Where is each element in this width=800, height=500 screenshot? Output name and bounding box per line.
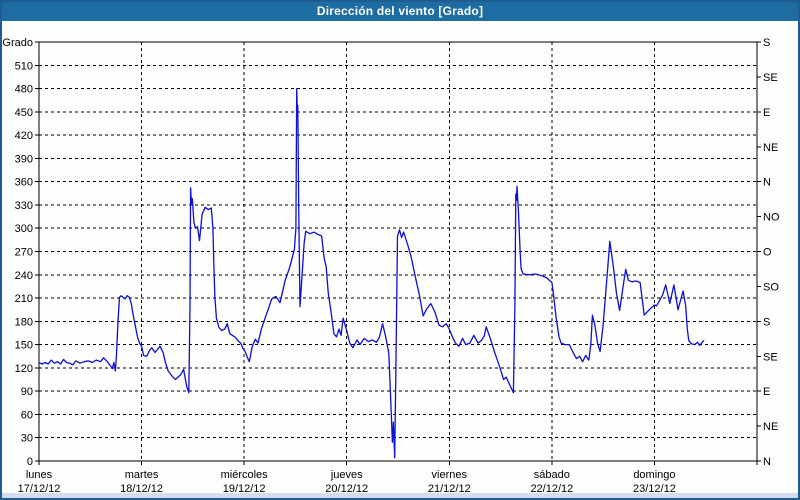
- svg-text:60: 60: [21, 409, 33, 421]
- svg-text:SO: SO: [763, 281, 779, 293]
- chart-area: Grado 510 480 450 420 390 360 330 300 270 240 210 18…: [2, 21, 798, 498]
- svg-text:480: 480: [15, 84, 33, 96]
- y-axis-labels: Grado51048045042039036033030027024021018…: [2, 37, 33, 468]
- x-axis-labels: lunes 17/12/12 martes 18/12/12 miércoles 19/1…: [18, 469, 676, 495]
- title-bar: Dirección del viento [Grado]: [2, 2, 798, 21]
- svg-text:330: 330: [15, 200, 33, 212]
- compass-labels: S SE E NE N NO O SO S SE E NE N: [763, 37, 780, 468]
- plot-border: [38, 41, 758, 462]
- svg-text:450: 450: [15, 107, 33, 119]
- svg-text:0: 0: [27, 456, 33, 468]
- svg-text:22/12/12: 22/12/12: [530, 483, 573, 495]
- chart-title: Dirección del viento [Grado]: [316, 4, 484, 18]
- svg-text:20/12/12: 20/12/12: [325, 483, 368, 495]
- svg-text:domingo: domingo: [633, 469, 675, 481]
- svg-text:SE: SE: [763, 72, 778, 84]
- wind-direction-chart: Grado51048045042039036033030027024021018…: [2, 37, 798, 498]
- axis-ticks: [35, 41, 761, 465]
- svg-text:Grado: Grado: [2, 37, 33, 49]
- svg-text:18/12/12: 18/12/12: [120, 483, 163, 495]
- svg-text:270: 270: [15, 247, 33, 259]
- svg-text:viernes: viernes: [432, 469, 468, 481]
- svg-text:90: 90: [21, 386, 33, 398]
- svg-text:180: 180: [15, 316, 33, 328]
- svg-text:510: 510: [15, 60, 33, 72]
- svg-text:miércoles: miércoles: [221, 469, 269, 481]
- wind-direction-line: [38, 87, 705, 459]
- svg-text:390: 390: [15, 153, 33, 165]
- svg-text:N: N: [763, 456, 771, 468]
- svg-text:210: 210: [15, 293, 33, 305]
- svg-text:SE: SE: [763, 351, 778, 363]
- svg-text:NE: NE: [763, 421, 778, 433]
- svg-text:300: 300: [15, 223, 33, 235]
- svg-text:S: S: [763, 316, 770, 328]
- svg-text:sábado: sábado: [534, 469, 570, 481]
- svg-text:21/12/12: 21/12/12: [428, 483, 471, 495]
- svg-text:360: 360: [15, 177, 33, 189]
- svg-text:240: 240: [15, 270, 33, 282]
- svg-text:martes: martes: [125, 469, 159, 481]
- svg-text:120: 120: [15, 363, 33, 375]
- svg-text:19/12/12: 19/12/12: [223, 483, 266, 495]
- svg-text:S: S: [763, 37, 770, 49]
- svg-text:lunes: lunes: [26, 469, 53, 481]
- svg-text:23/12/12: 23/12/12: [633, 483, 676, 495]
- svg-text:E: E: [763, 107, 770, 119]
- svg-text:NE: NE: [763, 142, 778, 154]
- svg-text:420: 420: [15, 130, 33, 142]
- svg-text:O: O: [763, 247, 772, 259]
- svg-text:jueves: jueves: [330, 469, 363, 481]
- svg-text:N: N: [763, 177, 771, 189]
- svg-text:30: 30: [21, 433, 33, 445]
- svg-text:150: 150: [15, 340, 33, 352]
- bottom-strip: [2, 493, 798, 498]
- y-grid: [39, 64, 757, 439]
- svg-text:17/12/12: 17/12/12: [18, 483, 61, 495]
- svg-text:E: E: [763, 386, 770, 398]
- x-grid: [141, 42, 655, 461]
- svg-text:NO: NO: [763, 212, 780, 224]
